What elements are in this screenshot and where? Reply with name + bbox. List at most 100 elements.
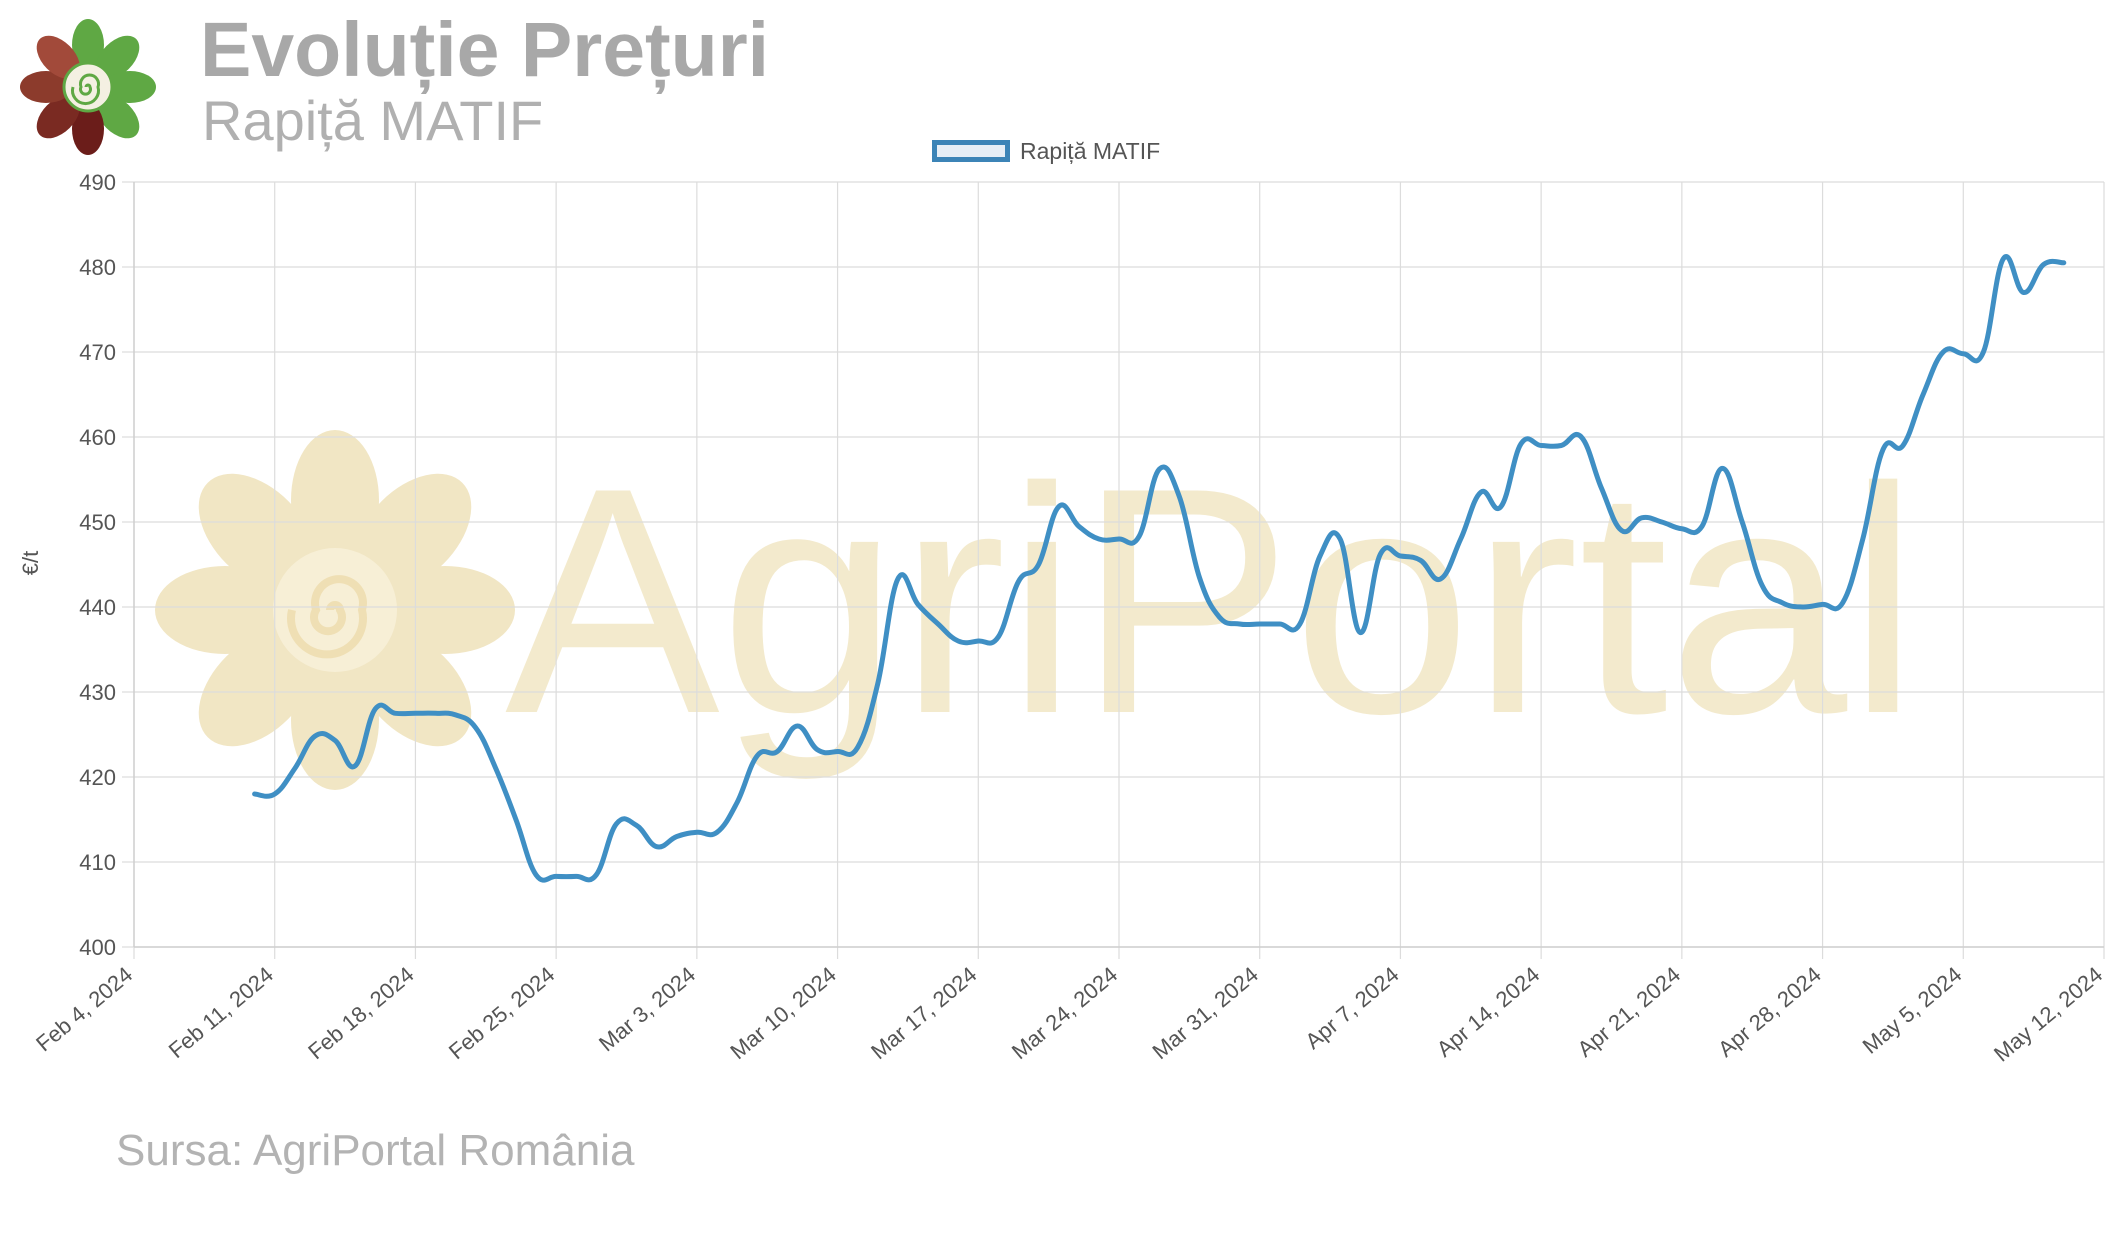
data-point[interactable] — [1192, 570, 1206, 584]
data-point[interactable] — [690, 825, 704, 839]
data-point[interactable] — [650, 840, 664, 854]
x-tick-label: Feb 4, 2024 — [31, 962, 137, 1057]
data-point[interactable] — [248, 787, 262, 801]
data-point[interactable] — [1976, 345, 1990, 359]
data-point[interactable] — [1816, 597, 1830, 611]
chart-grid — [133, 181, 2105, 948]
y-tick-label: 400 — [79, 935, 116, 960]
series-line[interactable] — [252, 253, 2067, 883]
data-point[interactable] — [348, 759, 362, 773]
data-point[interactable] — [1052, 500, 1066, 514]
data-point[interactable] — [368, 702, 382, 716]
data-point[interactable] — [931, 617, 945, 631]
data-point[interactable] — [1514, 437, 1528, 451]
data-point[interactable] — [1152, 462, 1166, 476]
data-point[interactable] — [1916, 388, 1930, 402]
data-point[interactable] — [2057, 256, 2071, 270]
data-point[interactable] — [1132, 529, 1146, 543]
data-point[interactable] — [449, 708, 463, 722]
data-point[interactable] — [1554, 439, 1568, 453]
data-point[interactable] — [891, 572, 905, 586]
data-point[interactable] — [1414, 553, 1428, 567]
data-point[interactable] — [489, 762, 503, 776]
data-point[interactable] — [529, 868, 543, 882]
data-point[interactable] — [1032, 558, 1046, 572]
x-tick-label: May 5, 2024 — [1858, 962, 1967, 1059]
data-point[interactable] — [1735, 515, 1749, 529]
data-point[interactable] — [1434, 572, 1448, 586]
data-point[interactable] — [710, 825, 724, 839]
data-point[interactable] — [1775, 596, 1789, 610]
data-point[interactable] — [1655, 515, 1669, 529]
data-point[interactable] — [1012, 575, 1026, 589]
data-point[interactable] — [569, 869, 583, 883]
data-point[interactable] — [1896, 439, 1910, 453]
data-point[interactable] — [1675, 522, 1689, 536]
data-point[interactable] — [268, 787, 282, 801]
data-point[interactable] — [1997, 252, 2011, 266]
data-point[interactable] — [1936, 345, 1950, 359]
data-point[interactable] — [1313, 549, 1327, 563]
data-point[interactable] — [1353, 626, 1367, 640]
data-point[interactable] — [1112, 532, 1126, 546]
data-point[interactable] — [991, 630, 1005, 644]
data-point[interactable] — [1574, 430, 1588, 444]
data-point[interactable] — [1172, 490, 1186, 504]
data-point[interactable] — [1373, 547, 1387, 561]
data-point[interactable] — [1454, 532, 1468, 546]
data-point[interactable] — [630, 818, 644, 832]
data-point[interactable] — [2017, 286, 2031, 300]
x-tick-label: Mar 31, 2024 — [1148, 962, 1263, 1064]
data-point[interactable] — [1956, 347, 1970, 361]
data-point[interactable] — [1695, 519, 1709, 533]
x-tick-label: Apr 28, 2024 — [1713, 962, 1826, 1062]
data-point[interactable] — [851, 740, 865, 754]
data-point[interactable] — [589, 868, 603, 882]
data-point[interactable] — [328, 733, 342, 747]
data-point[interactable] — [2037, 257, 2051, 271]
data-point[interactable] — [1615, 524, 1629, 538]
data-point[interactable] — [730, 796, 744, 810]
data-point[interactable] — [770, 745, 784, 759]
data-point[interactable] — [1213, 610, 1227, 624]
data-point[interactable] — [1635, 511, 1649, 525]
data-point[interactable] — [388, 706, 402, 720]
data-point[interactable] — [1253, 617, 1267, 631]
data-point[interactable] — [750, 749, 764, 763]
data-point[interactable] — [1876, 443, 1890, 457]
data-point[interactable] — [811, 743, 825, 757]
data-point[interactable] — [549, 869, 563, 883]
data-point[interactable] — [1534, 439, 1548, 453]
data-point[interactable] — [871, 677, 885, 691]
data-point[interactable] — [288, 762, 302, 776]
data-point[interactable] — [1474, 485, 1488, 499]
data-point[interactable] — [831, 745, 845, 759]
data-point[interactable] — [1393, 549, 1407, 563]
data-point[interactable] — [609, 817, 623, 831]
data-point[interactable] — [308, 729, 322, 743]
data-point[interactable] — [1594, 481, 1608, 495]
chart-legend[interactable]: Rapiță MATIF — [932, 134, 1160, 168]
data-point[interactable] — [1233, 617, 1247, 631]
data-point[interactable] — [469, 721, 483, 735]
data-point[interactable] — [790, 719, 804, 733]
data-point[interactable] — [1293, 617, 1307, 631]
data-point[interactable] — [1273, 617, 1287, 631]
data-point[interactable] — [1836, 596, 1850, 610]
data-point[interactable] — [509, 813, 523, 827]
data-point[interactable] — [1072, 519, 1086, 533]
data-point[interactable] — [1755, 579, 1769, 593]
x-tick-label: Apr 7, 2024 — [1300, 962, 1403, 1054]
data-point[interactable] — [1494, 500, 1508, 514]
data-point[interactable] — [670, 830, 684, 844]
data-point[interactable] — [1796, 600, 1810, 614]
data-point[interactable] — [408, 706, 422, 720]
data-point[interactable] — [1333, 532, 1347, 546]
data-point[interactable] — [971, 634, 985, 648]
data-point[interactable] — [951, 634, 965, 648]
data-point[interactable] — [911, 597, 925, 611]
data-point[interactable] — [429, 706, 443, 720]
data-point[interactable] — [1715, 461, 1729, 475]
data-point[interactable] — [1092, 532, 1106, 546]
data-point[interactable] — [1856, 532, 1870, 546]
